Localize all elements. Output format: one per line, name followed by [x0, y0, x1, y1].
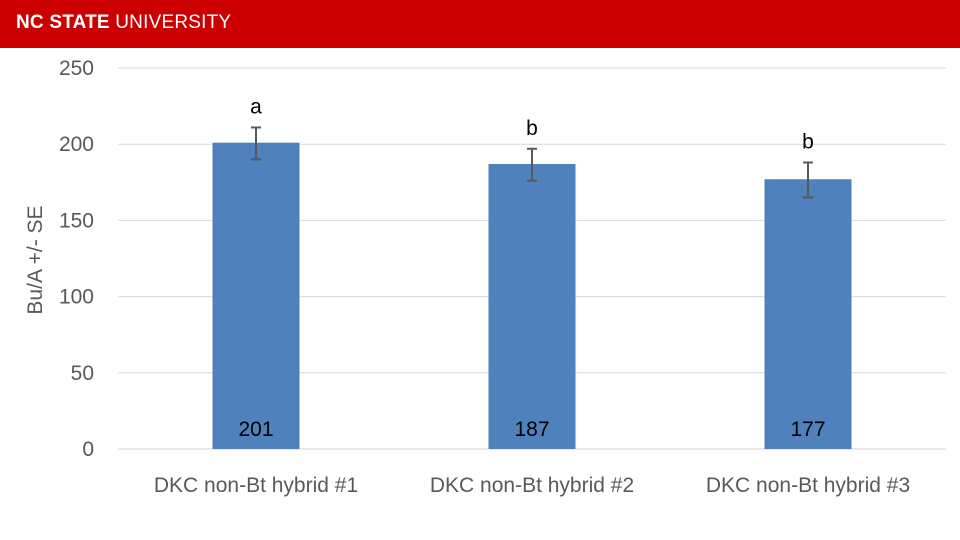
y-tick-label: 0 [82, 438, 94, 461]
error-bars [251, 126, 813, 199]
y-tick-label: 200 [59, 133, 94, 156]
y-tick-label: 100 [59, 286, 94, 309]
x-category-label: DKC non-Bt hybrid #3 [706, 474, 910, 497]
x-category-label: DKC non-Bt hybrid #2 [430, 474, 634, 497]
data-labels: 201 187 177 [238, 418, 825, 441]
y-tick-label: 50 [71, 362, 94, 385]
x-category-label: DKC non-Bt hybrid #1 [154, 474, 358, 497]
significance-letter: b [802, 130, 814, 153]
bar [488, 164, 576, 449]
significance-letters: a b b [250, 95, 814, 153]
y-tick-label: 150 [59, 209, 94, 232]
bar [764, 179, 852, 449]
data-label: 187 [514, 418, 549, 441]
logo-bold-text: NC STATE [16, 12, 110, 33]
university-logo: NC STATE UNIVERSITY [16, 12, 231, 34]
data-label: 201 [238, 418, 273, 441]
significance-letter: a [250, 95, 262, 118]
bars [212, 142, 852, 449]
y-axis-ticks: 0 50 100 150 200 250 [59, 57, 94, 461]
logo-regular-text: UNIVERSITY [109, 12, 232, 33]
y-axis-label: Bu/A +/- SE [24, 205, 47, 314]
bar [212, 142, 300, 449]
data-label: 177 [790, 418, 825, 441]
header-banner: NC STATE UNIVERSITY [0, 0, 960, 48]
significance-letter: b [526, 117, 538, 140]
x-axis-categories: DKC non-Bt hybrid #1 DKC non-Bt hybrid #2… [154, 474, 910, 497]
y-tick-label: 250 [59, 57, 94, 80]
